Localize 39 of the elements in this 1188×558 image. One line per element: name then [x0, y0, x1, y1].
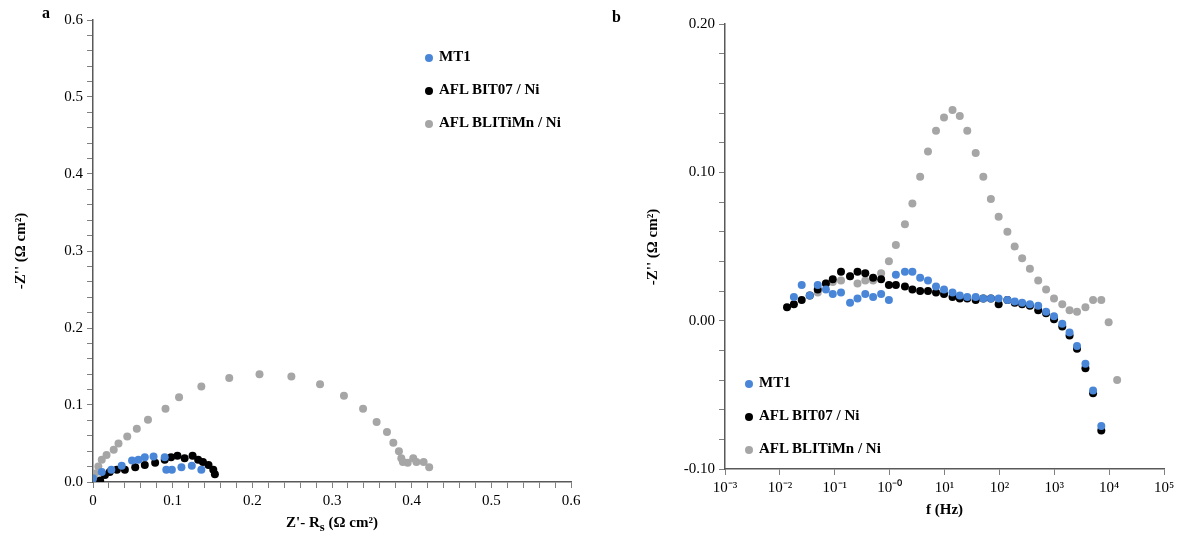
x-tick-label: 0.3 — [322, 491, 342, 508]
y-axis-title: -Z'' (Ω cm²) — [643, 208, 661, 285]
x-tick-label: 0.5 — [481, 491, 501, 508]
y-tick-label: 0.00 — [688, 311, 715, 328]
x-tick-label: 10⁻⁰ — [877, 478, 903, 495]
y-tick-label: 0.10 — [688, 163, 715, 180]
x-tick-label: 10³ — [1044, 478, 1065, 495]
x-tick-label: 0.2 — [242, 491, 262, 508]
y-tick-label: 0.5 — [64, 87, 83, 104]
legend-label: MT1 — [439, 48, 471, 64]
legend-label: MT1 — [759, 374, 791, 390]
x-tick-label: 0 — [89, 491, 97, 508]
x-tick-label: 0.1 — [163, 491, 183, 508]
x-tick-label: 0.6 — [561, 491, 581, 508]
y-tick-label: 0.1 — [64, 395, 83, 412]
x-tick-label: 0.4 — [402, 491, 422, 508]
y-tick-label: 0.3 — [64, 241, 83, 258]
x-tick-label: 10⁻³ — [712, 478, 738, 495]
y-tick-label: 0.2 — [64, 318, 83, 335]
x-tick-label: 10⁻² — [767, 478, 793, 495]
legend-label: AFL BLITiMn / Ni — [759, 440, 881, 456]
legend-label: AFL BLITiMn / Ni — [439, 114, 561, 130]
y-tick-label: 0.4 — [64, 164, 84, 181]
x-tick-label: 10⁵ — [1153, 478, 1175, 495]
chart-title: b — [612, 8, 621, 26]
legend-label: AFL BIT07 / Ni — [759, 407, 860, 423]
x-axis-title: Z'- R$_{s}$ (Ω cm²) — [286, 514, 378, 535]
y-tick-label: 0.6 — [64, 10, 84, 27]
x-tick-label: 10² — [989, 478, 1010, 495]
x-tick-label: 10⁴ — [1099, 478, 1120, 495]
x-tick-label: 10¹ — [934, 478, 955, 495]
legend-label: AFL BIT07 / Ni — [439, 81, 540, 97]
x-axis-title: f (Hz) — [925, 501, 964, 518]
y-tick-label: -0.10 — [683, 459, 715, 476]
y-tick-label: 0.20 — [688, 14, 715, 31]
y-tick-label: 0.0 — [64, 472, 83, 489]
x-tick-label: 10⁻¹ — [822, 478, 847, 495]
chart-title: a — [42, 4, 50, 22]
y-axis-title: -Z'' (Ω cm²) — [11, 212, 29, 290]
